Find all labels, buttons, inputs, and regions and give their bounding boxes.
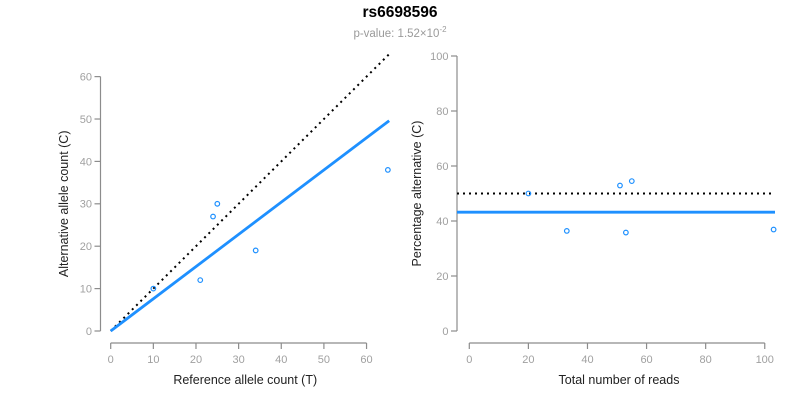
data-point	[150, 285, 157, 292]
x-axis-tick-label: 40	[275, 354, 287, 366]
x-axis-tick-label: 100	[756, 354, 774, 366]
x-axis-title: Reference allele count (T)	[173, 373, 317, 387]
left-panel: 0 10 20 30 40 50 60 0 10 20 30 40 50 60 Reference alle…	[57, 53, 391, 387]
y-axis-tick-label: 20	[80, 241, 92, 253]
data-point	[563, 227, 570, 234]
data-point	[617, 182, 623, 189]
y-axis-tick-label: 20	[436, 271, 448, 283]
x-axis-tick-label: 0	[466, 354, 472, 366]
x-axis-tick-label: 0	[108, 354, 114, 366]
data-point	[622, 229, 629, 236]
y-axis-title: Percentage alternative (C)	[410, 121, 424, 267]
x-axis-tick-label: 10	[147, 354, 159, 366]
y-axis-tick-label: 100	[430, 51, 448, 63]
x-axis-title: Total number of reads	[559, 373, 680, 387]
data-point	[628, 178, 635, 185]
y-axis-tick-label: 50	[80, 114, 92, 126]
data-point	[197, 277, 204, 284]
y-axis-tick-label: 0	[442, 326, 448, 338]
regression-line	[109, 119, 390, 333]
data-point	[525, 190, 532, 197]
data-point	[384, 166, 391, 173]
y-axis-title: Alternative allele count (C)	[57, 131, 71, 278]
y-axis-tick-label: 60	[436, 161, 448, 173]
y-axis-tick-label: 40	[80, 156, 92, 168]
data-point	[214, 200, 221, 207]
x-axis-tick-label: 60	[360, 354, 372, 366]
y-axis-tick-label: 0	[86, 326, 92, 338]
figure-title: rs6698596	[362, 4, 438, 21]
x-axis-tick-label: 50	[318, 354, 330, 366]
data-point	[770, 226, 777, 233]
data-point	[252, 247, 259, 254]
data-point	[210, 213, 216, 220]
y-axis-tick-label: 80	[436, 106, 448, 118]
identity-line	[109, 53, 390, 332]
pvalue-exponent: -2	[439, 25, 447, 34]
y-axis-tick-label: 40	[436, 216, 448, 228]
right-panel: 0 20 40 60 80 100 0 20 40 60 80 100 Total number of …	[410, 51, 777, 387]
x-axis-tick-label: 20	[190, 354, 202, 366]
x-axis-tick-label: 80	[700, 354, 712, 366]
x-axis-tick-label: 30	[232, 354, 244, 366]
x-axis-tick-label: 20	[522, 354, 534, 366]
x-axis-tick-label: 40	[581, 354, 593, 366]
x-axis-tick-label: 60	[640, 354, 652, 366]
figure-subtitle: p-value: 1.52×10-2	[0, 23, 800, 41]
y-axis-tick-label: 30	[80, 199, 92, 211]
y-axis-tick-label: 10	[80, 283, 92, 295]
pvalue-text: p-value: 1.52×10	[353, 27, 440, 40]
y-axis-tick-label: 60	[80, 71, 92, 83]
